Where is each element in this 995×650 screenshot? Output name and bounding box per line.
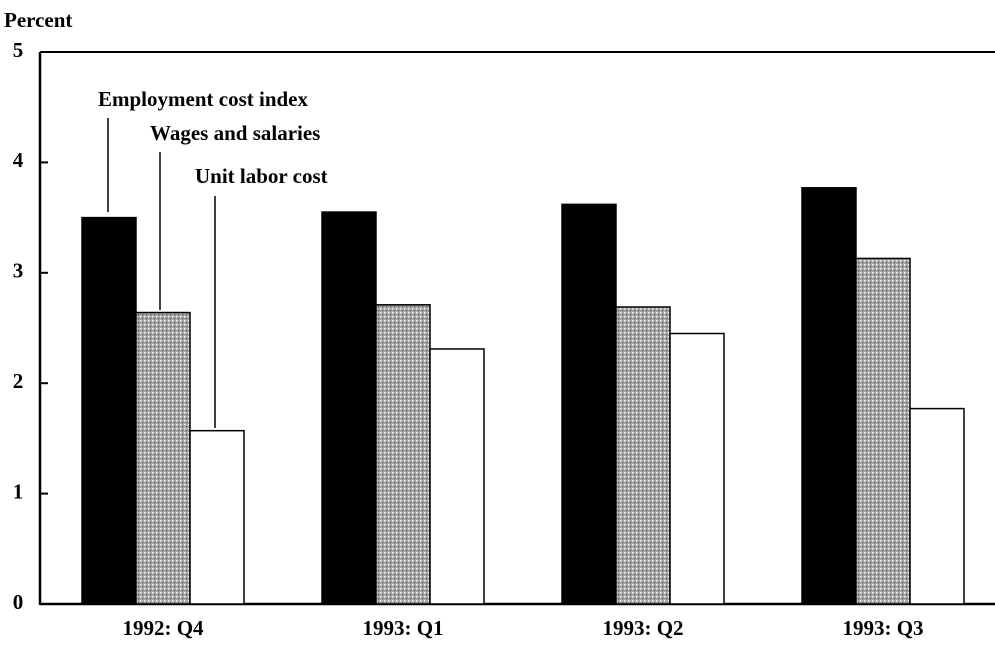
bar <box>561 203 617 605</box>
y-tick-label: 4 <box>13 148 24 172</box>
x-tick-label: 1992: Q4 <box>122 616 204 640</box>
bar <box>801 187 857 605</box>
legend-entry: Employment cost index <box>98 87 309 111</box>
x-tick-label: 1993: Q2 <box>602 616 683 640</box>
bar <box>375 304 431 605</box>
y-tick-label: 3 <box>13 259 24 283</box>
x-tick-label: 1993: Q1 <box>362 616 443 640</box>
y-tick-label: 1 <box>13 479 24 503</box>
y-tick-label: 5 <box>13 38 24 62</box>
bar <box>135 311 191 605</box>
bar <box>909 407 965 605</box>
y-tick-label: 2 <box>13 369 24 393</box>
bar <box>855 257 911 605</box>
legend-entry: Unit labor cost <box>195 164 328 188</box>
bar <box>429 348 485 605</box>
bar <box>81 216 137 605</box>
bar <box>189 429 245 605</box>
bar <box>669 332 725 605</box>
y-tick-label: 0 <box>13 590 24 614</box>
x-tick-label: 1993: Q3 <box>842 616 923 640</box>
legend-entry: Wages and salaries <box>150 121 320 145</box>
y-axis-label: Percent <box>4 8 72 32</box>
bar <box>615 306 671 605</box>
bar <box>321 211 377 605</box>
